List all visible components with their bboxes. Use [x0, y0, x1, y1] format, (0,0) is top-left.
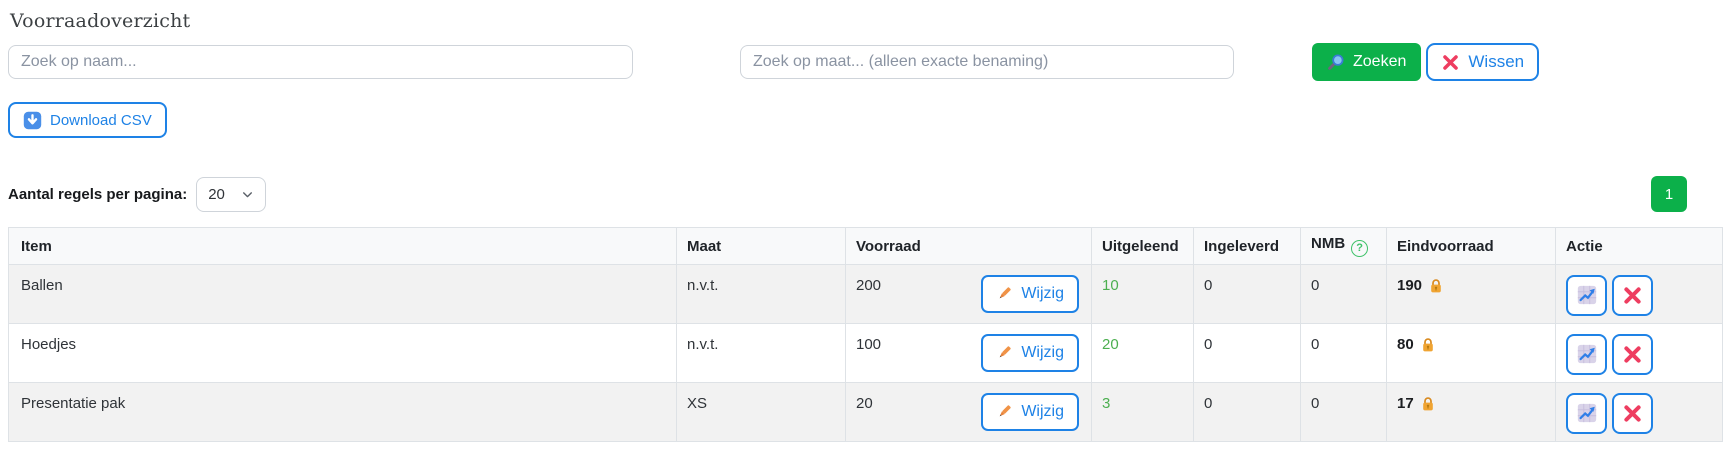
delete-cross-icon	[1622, 403, 1643, 424]
nmb-cell: 0	[1300, 323, 1387, 383]
voorraad-cell: 20 Wijzi	[845, 382, 1092, 442]
item-cell: Hoedjes	[8, 323, 677, 383]
stats-button[interactable]	[1566, 333, 1607, 375]
col-header-eindvoorraad: Eindvoorraad	[1386, 227, 1556, 265]
col-header-item: Item	[8, 227, 677, 265]
edit-button-label: Wijzig	[1021, 402, 1064, 420]
cross-icon	[1441, 53, 1460, 72]
nmb-cell: 0	[1300, 264, 1387, 324]
delete-button[interactable]	[1612, 333, 1653, 375]
csv-toolbar: Download CSV	[8, 102, 1722, 138]
pencil-icon	[996, 403, 1013, 420]
col-header-uitgeleend: Uitgeleend	[1091, 227, 1194, 265]
stats-button[interactable]	[1566, 392, 1607, 434]
chart-icon	[1576, 343, 1598, 365]
search-name-input[interactable]	[8, 45, 633, 79]
per-page-label: Aantal regels per pagina:	[8, 185, 188, 203]
search-bar: Zoeken Wissen	[8, 43, 1722, 81]
clear-button-label: Wissen	[1468, 52, 1525, 71]
col-header-voorraad: Voorraad	[845, 227, 1092, 265]
nmb-label: NMB	[1311, 235, 1346, 253]
col-header-nmb: NMB?	[1300, 227, 1387, 265]
lock-icon	[1420, 337, 1436, 353]
stats-button[interactable]	[1566, 274, 1607, 316]
download-csv-label: Download CSV	[50, 111, 152, 129]
ingeleverd-cell: 0	[1193, 323, 1301, 383]
voorraad-cell: 200 Wijz	[845, 264, 1092, 324]
actie-cell	[1555, 323, 1723, 383]
col-header-ingeleverd: Ingeleverd	[1193, 227, 1301, 265]
voorraad-value: 100	[856, 336, 882, 353]
item-cell: Presentatie pak	[8, 382, 677, 442]
edit-button[interactable]: Wijzig	[981, 274, 1079, 313]
uitgeleend-cell: 20	[1091, 323, 1194, 383]
chart-icon	[1576, 402, 1598, 424]
clear-button[interactable]: Wissen	[1426, 43, 1540, 81]
help-icon[interactable]: ?	[1351, 239, 1369, 257]
eindvoorraad-cell: 80	[1386, 323, 1556, 383]
delete-cross-icon	[1622, 344, 1643, 365]
inventory-page: Voorraadoverzicht Zoeken Wissen	[8, 10, 1723, 442]
nmb-cell: 0	[1300, 382, 1387, 442]
download-icon	[23, 111, 42, 130]
per-page-row: Aantal regels per pagina: 20 1	[8, 176, 1722, 212]
delete-button[interactable]	[1612, 274, 1653, 316]
lock-icon	[1428, 278, 1444, 294]
magnifier-icon	[1327, 53, 1345, 71]
search-size-input[interactable]	[740, 45, 1234, 79]
delete-button[interactable]	[1612, 392, 1653, 434]
voorraad-value: 200	[856, 277, 882, 294]
search-button[interactable]: Zoeken	[1312, 43, 1422, 81]
actie-cell	[1555, 264, 1723, 324]
edit-button[interactable]: Wijzig	[981, 392, 1079, 431]
voorraad-value: 20	[856, 395, 873, 412]
edit-button-label: Wijzig	[1021, 284, 1064, 302]
pencil-icon	[996, 344, 1013, 361]
edit-button-label: Wijzig	[1021, 343, 1064, 361]
lock-icon	[1420, 396, 1436, 412]
per-page-value: 20	[208, 185, 225, 203]
eindvoorraad-cell: 190	[1386, 264, 1556, 324]
table-row: Ballen n.v.t. 200	[8, 264, 1723, 324]
page-title: Voorraadoverzicht	[10, 10, 191, 32]
ingeleverd-cell: 0	[1193, 382, 1301, 442]
actie-cell	[1555, 382, 1723, 442]
uitgeleend-cell: 10	[1091, 264, 1194, 324]
pencil-icon	[996, 285, 1013, 302]
eindvoorraad-value: 80	[1397, 336, 1414, 353]
page-1-button[interactable]: 1	[1651, 176, 1687, 212]
search-button-label: Zoeken	[1353, 53, 1407, 70]
edit-button[interactable]: Wijzig	[981, 333, 1079, 372]
chevron-down-icon	[241, 188, 254, 201]
chart-icon	[1576, 284, 1598, 306]
table-header-row: Item Maat Voorraad Uitgeleend Ingeleverd…	[8, 227, 1723, 265]
per-page-select[interactable]: 20	[196, 176, 267, 212]
eindvoorraad-value: 190	[1397, 277, 1423, 294]
col-header-actie: Actie	[1555, 227, 1723, 265]
table-row: Hoedjes n.v.t. 100	[8, 323, 1723, 383]
item-cell: Ballen	[8, 264, 677, 324]
col-header-maat: Maat	[676, 227, 846, 265]
table-row: Presentatie pak XS 20	[8, 382, 1723, 442]
maat-cell: n.v.t.	[676, 323, 846, 383]
eindvoorraad-cell: 17	[1386, 382, 1556, 442]
maat-cell: XS	[676, 382, 846, 442]
eindvoorraad-value: 17	[1397, 395, 1414, 412]
ingeleverd-cell: 0	[1193, 264, 1301, 324]
maat-cell: n.v.t.	[676, 264, 846, 324]
voorraad-cell: 100 Wijz	[845, 323, 1092, 383]
download-csv-button[interactable]: Download CSV	[8, 102, 167, 138]
inventory-table: Item Maat Voorraad Uitgeleend Ingeleverd…	[8, 227, 1723, 442]
uitgeleend-cell: 3	[1091, 382, 1194, 442]
delete-cross-icon	[1622, 285, 1643, 306]
